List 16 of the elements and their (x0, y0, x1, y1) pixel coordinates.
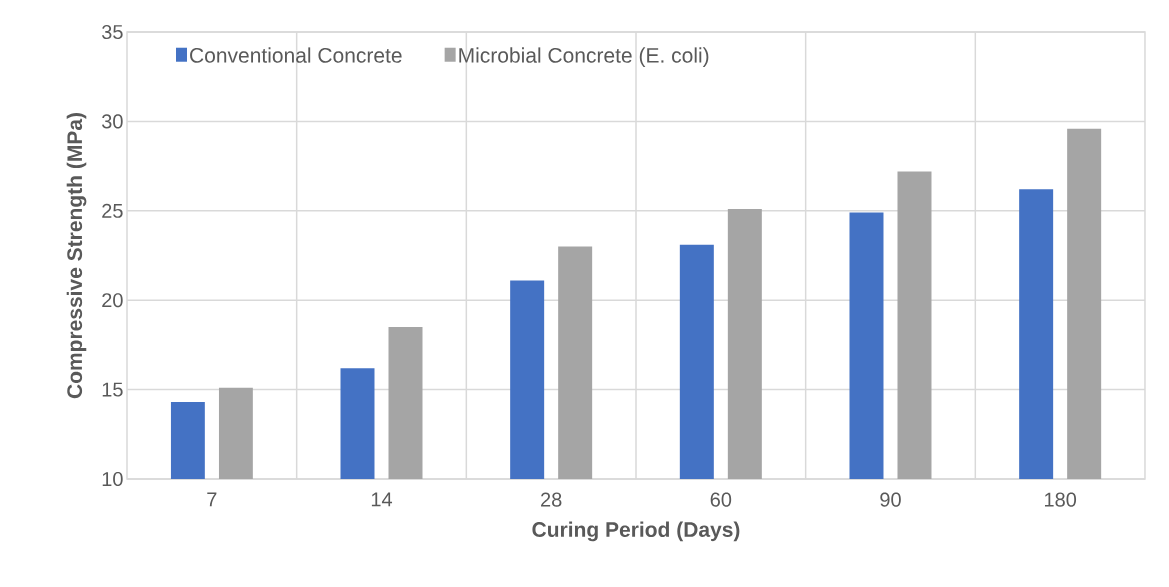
y-tick-label: 35 (101, 24, 123, 40)
x-tick-label: 28 (541, 492, 562, 507)
legend-label: Conventional Concrete (190, 47, 402, 63)
y-tick-label: 20 (102, 293, 123, 308)
x-axis-title: Curing Period (Days) (532, 521, 740, 542)
legend-label: Microbial Concrete (E. coli) (459, 47, 709, 67)
y-tick-label: 25 (102, 203, 123, 218)
y-tick-label: 30 (101, 114, 123, 129)
x-tick-label: 14 (371, 492, 393, 507)
y-tick-label: 15 (102, 382, 123, 397)
y-tick-label: 10 (102, 471, 123, 487)
x-tick-label: 180 (1044, 492, 1077, 507)
y-axis-title: Compressive Strength (MPa) (66, 113, 87, 399)
x-tick-label: 60 (710, 492, 732, 507)
x-tick-label: 7 (207, 492, 217, 507)
x-tick-label: 90 (880, 492, 901, 507)
